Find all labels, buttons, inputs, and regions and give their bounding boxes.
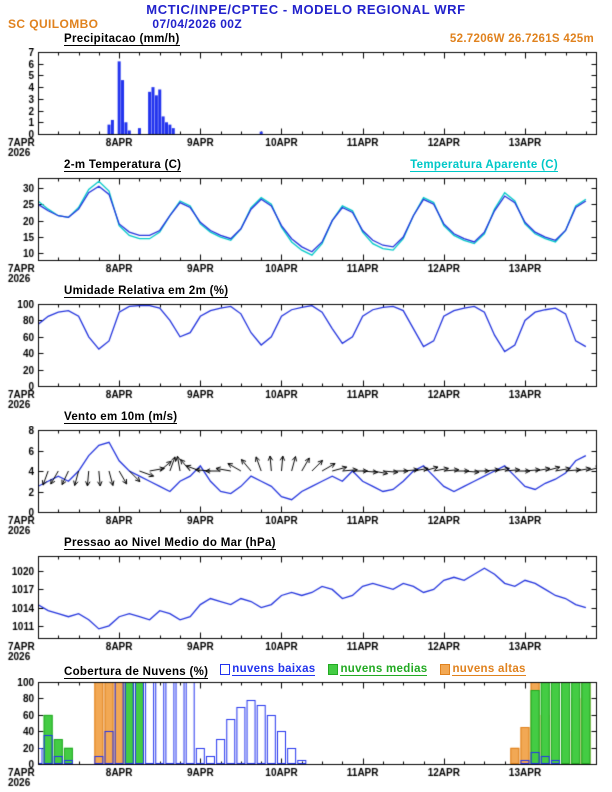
panel-wind: Vento em 10m (m/s) [0, 411, 612, 536]
panel-title-row: Pressao ao Nivel Medio do Mar (hPa) [0, 537, 612, 552]
panel-title-row: Cobertura de Nuvens (%) nuvens baixas nu… [0, 663, 612, 679]
panel-humidity: Umidade Relativa em 2m (%) [0, 285, 612, 410]
cloud-cover-legend: nuvens baixas nuvens medias nuvens altas [220, 663, 526, 676]
run-datetime: 07/04/2026 00Z [152, 17, 243, 31]
station-name: SC QUILOMBO [8, 17, 99, 31]
report-subheader: SC QUILOMBO 07/04/2026 00Z [0, 17, 612, 32]
legend-item-mid-clouds: nuvens medias [328, 663, 428, 676]
panel-title-row: Vento em 10m (m/s) [0, 411, 612, 426]
cloud-cover-chart-canvas [0, 678, 612, 788]
pressure-chart-canvas [0, 552, 612, 662]
legend-label-high-clouds: nuvens altas [452, 663, 526, 676]
wind-chart-canvas [0, 426, 612, 536]
legend-item-high-clouds: nuvens altas [440, 663, 526, 676]
panel-title-temperature: 2-m Temperatura (C) [64, 159, 182, 172]
legend-label-low-clouds: nuvens baixas [232, 663, 316, 676]
panel-title-row: Umidade Relativa em 2m (%) [0, 285, 612, 300]
mid-clouds-swatch-icon [328, 664, 339, 675]
temperature-chart-canvas [0, 174, 612, 284]
panel-title-row: Precipitacao (mm/h) 52.7206W 26.7261S 42… [0, 33, 612, 48]
location-coordinates: 52.7206W 26.7261S 425m [449, 33, 594, 45]
panel-title-row: 2-m Temperatura (C) Temperatura Aparente… [0, 159, 612, 174]
panel-title-pressure: Pressao ao Nivel Medio do Mar (hPa) [64, 537, 276, 550]
humidity-chart-canvas [0, 300, 612, 410]
low-clouds-swatch-icon [220, 664, 231, 675]
panel-pressure: Pressao ao Nivel Medio do Mar (hPa) [0, 537, 612, 662]
panel-temperature: 2-m Temperatura (C) Temperatura Aparente… [0, 159, 612, 284]
panel-cloud-cover: Cobertura de Nuvens (%) nuvens baixas nu… [0, 663, 612, 788]
precipitation-chart-canvas [0, 48, 612, 158]
apparent-temperature-label: Temperatura Aparente (C) [410, 159, 558, 172]
report-title: MCTIC/INPE/CPTEC - MODELO REGIONAL WRF [146, 2, 466, 17]
high-clouds-swatch-icon [440, 664, 451, 675]
panel-precipitation: Precipitacao (mm/h) 52.7206W 26.7261S 42… [0, 33, 612, 158]
panel-title-precipitation: Precipitacao (mm/h) [64, 33, 180, 46]
panel-title-humidity: Umidade Relativa em 2m (%) [64, 285, 229, 298]
panel-title-wind: Vento em 10m (m/s) [64, 411, 178, 424]
legend-label-mid-clouds: nuvens medias [340, 663, 428, 676]
legend-item-low-clouds: nuvens baixas [220, 663, 316, 676]
